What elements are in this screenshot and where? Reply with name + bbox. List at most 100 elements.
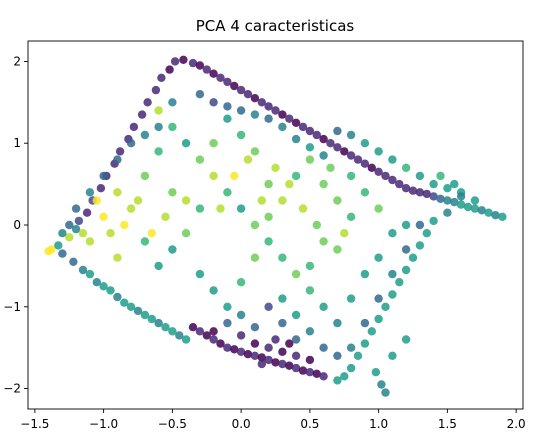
scatter-point xyxy=(264,355,273,365)
scatter-point xyxy=(285,179,294,189)
scatter-point xyxy=(374,167,383,176)
scatter-point xyxy=(305,327,315,336)
scatter-point xyxy=(257,196,266,205)
scatter-point xyxy=(96,184,106,193)
data-points xyxy=(44,55,507,397)
scatter-point xyxy=(305,126,315,136)
scatter-point xyxy=(126,139,136,148)
scatter-point xyxy=(147,314,156,324)
scatter-point xyxy=(195,269,205,279)
scatter-point xyxy=(223,343,232,352)
scatter-point xyxy=(374,294,383,303)
scatter-point xyxy=(209,286,218,295)
scatter-point xyxy=(285,361,294,370)
scatter-point xyxy=(305,143,315,152)
scatter-point xyxy=(291,118,301,128)
scatter-point xyxy=(395,179,404,189)
scatter-point xyxy=(161,323,170,332)
scatter-point xyxy=(168,327,177,336)
scatter-point xyxy=(69,257,78,266)
scatter-point xyxy=(381,302,390,311)
scatter-point xyxy=(92,278,102,287)
scatter-point xyxy=(298,122,308,132)
scatter-point xyxy=(250,94,260,103)
scatter-point xyxy=(360,188,370,197)
y-tick-label: 2 xyxy=(13,54,21,68)
scatter-point xyxy=(202,331,211,340)
scatter-point xyxy=(422,189,431,199)
scatter-point xyxy=(223,318,232,328)
scatter-point xyxy=(154,318,163,328)
scatter-point xyxy=(298,366,308,375)
scatter-point xyxy=(367,163,376,172)
scatter-point xyxy=(443,196,452,205)
y-tick-label: 1 xyxy=(13,136,21,150)
scatter-point xyxy=(271,163,280,172)
scatter-point xyxy=(250,253,260,262)
scatter-point xyxy=(157,73,166,83)
scatter-point xyxy=(230,171,239,181)
scatter-point xyxy=(181,139,191,148)
scatter-point xyxy=(395,278,404,287)
scatter-point xyxy=(236,331,246,340)
scatter-point xyxy=(106,286,115,295)
scatter-point xyxy=(278,347,287,356)
scatter-point xyxy=(360,318,370,328)
scatter-point xyxy=(271,358,280,367)
scatter-point xyxy=(360,159,370,168)
scatter-point xyxy=(243,350,253,359)
scatter-point xyxy=(305,155,315,164)
scatter-point xyxy=(415,220,425,230)
scatter-point xyxy=(250,220,260,230)
x-tick-label: 2.0 xyxy=(507,417,526,431)
scatter-point xyxy=(195,204,205,213)
scatter-point xyxy=(271,106,280,115)
scatter-point xyxy=(175,331,184,340)
scatter-point xyxy=(333,196,342,205)
scatter-point xyxy=(147,229,156,238)
scatter-point xyxy=(291,134,301,144)
scatter-point xyxy=(223,302,232,311)
scatter-point xyxy=(264,114,273,123)
scatter-point xyxy=(319,302,328,311)
scatter-point xyxy=(257,98,266,107)
scatter-point xyxy=(285,339,294,348)
scatter-point xyxy=(195,61,205,70)
x-tick-label: −1.5 xyxy=(20,417,49,431)
scatter-point xyxy=(264,212,273,221)
chart-title: PCA 4 caracteristicas xyxy=(196,17,355,35)
scatter-point xyxy=(415,171,425,181)
scatter-point xyxy=(78,229,88,238)
scatter-point xyxy=(278,110,287,119)
scatter-point xyxy=(58,249,67,258)
scatter-point xyxy=(74,216,84,226)
scatter-point xyxy=(236,85,246,95)
scatter-point xyxy=(271,335,280,344)
scatter-point xyxy=(498,212,507,221)
scatter-point xyxy=(179,55,188,64)
y-tick-label: −2 xyxy=(3,382,21,396)
scatter-point xyxy=(333,318,342,328)
scatter-point xyxy=(257,359,266,369)
scatter-point xyxy=(120,298,129,307)
scatter-point xyxy=(230,81,239,91)
scatter-point xyxy=(236,310,246,320)
scatter-point xyxy=(223,102,232,111)
scatter-point xyxy=(278,318,287,328)
scatter-point xyxy=(388,229,397,238)
scatter-point xyxy=(154,261,163,271)
scatter-point xyxy=(340,147,349,156)
scatter-point xyxy=(250,110,260,119)
scatter-point xyxy=(319,134,328,144)
x-axis: −1.5 −1.0 −0.5 0.0 0.5 1.0 1.5 2.0 xyxy=(20,409,526,431)
scatter-point xyxy=(415,241,425,250)
scatter-point xyxy=(346,343,356,352)
scatter-point xyxy=(65,233,74,242)
scatter-point xyxy=(374,253,383,262)
scatter-point xyxy=(319,179,328,189)
scatter-point xyxy=(401,265,411,275)
scatter-point xyxy=(360,139,370,148)
scatter-point xyxy=(443,208,452,217)
scatter-point xyxy=(456,200,466,209)
